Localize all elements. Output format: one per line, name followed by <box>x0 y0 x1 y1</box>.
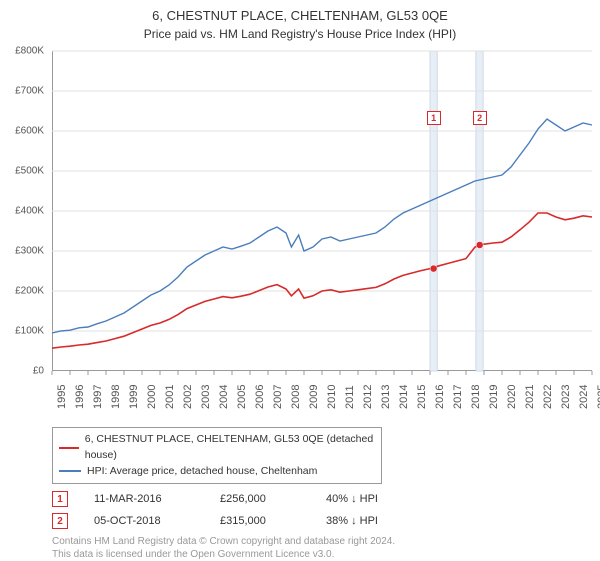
legend-item: 6, CHESTNUT PLACE, CHELTENHAM, GL53 0QE … <box>59 432 375 464</box>
y-tick-label: £700K <box>15 86 44 97</box>
y-tick-label: £500K <box>15 166 44 177</box>
sale-row-badge: 1 <box>52 491 68 507</box>
sale-row: 2 05-OCT-2018 £315,000 38% ↓ HPI <box>52 510 592 532</box>
attribution: Contains HM Land Registry data © Crown c… <box>52 536 592 561</box>
y-tick-label: £800K <box>15 46 44 57</box>
legend-label: 6, CHESTNUT PLACE, CHELTENHAM, GL53 0QE … <box>85 432 375 464</box>
y-tick-label: £100K <box>15 326 44 337</box>
chart-svg <box>52 51 592 371</box>
x-tick-label: 2015 <box>416 385 428 409</box>
x-tick-label: 2007 <box>272 385 284 409</box>
x-tick-label: 2001 <box>164 385 176 409</box>
x-tick-label: 2017 <box>452 385 464 409</box>
x-tick-label: 1998 <box>110 385 122 409</box>
x-tick-label: 2000 <box>146 385 158 409</box>
sale-price: £315,000 <box>220 515 300 527</box>
y-tick-label: £300K <box>15 246 44 257</box>
legend-swatch <box>59 470 81 472</box>
x-tick-label: 2003 <box>200 385 212 409</box>
x-tick-label: 2012 <box>362 385 374 409</box>
x-tick-label: 2005 <box>236 385 248 409</box>
x-tick-label: 2010 <box>326 385 338 409</box>
x-tick-label: 2018 <box>470 385 482 409</box>
legend-item: HPI: Average price, detached house, Chel… <box>59 464 375 480</box>
sale-row: 1 11-MAR-2016 £256,000 40% ↓ HPI <box>52 488 592 510</box>
sale-marker-badge: 2 <box>473 111 487 125</box>
sale-row-badge: 2 <box>52 513 68 529</box>
x-tick-label: 2014 <box>398 385 410 409</box>
y-tick-label: £200K <box>15 286 44 297</box>
sale-marker-dot <box>476 242 483 249</box>
y-tick-label: £400K <box>15 206 44 217</box>
x-tick-label: 2023 <box>560 385 572 409</box>
x-tick-label: 2021 <box>524 385 536 409</box>
x-tick-label: 1997 <box>92 385 104 409</box>
legend-box: 6, CHESTNUT PLACE, CHELTENHAM, GL53 0QE … <box>52 427 382 484</box>
attribution-line-2: This data is licensed under the Open Gov… <box>52 549 592 561</box>
attribution-line-1: Contains HM Land Registry data © Crown c… <box>52 536 592 549</box>
sale-diff: 40% ↓ HPI <box>326 493 416 505</box>
series-hpi <box>52 119 592 333</box>
x-tick-label: 2024 <box>578 385 590 409</box>
x-tick-label: 2019 <box>488 385 500 409</box>
x-tick-label: 2002 <box>182 385 194 409</box>
sale-diff: 38% ↓ HPI <box>326 515 416 527</box>
chart-container: 6, CHESTNUT PLACE, CHELTENHAM, GL53 0QE … <box>0 0 600 560</box>
x-tick-label: 2022 <box>542 385 554 409</box>
x-tick-label: 2016 <box>434 385 446 409</box>
chart-title: 6, CHESTNUT PLACE, CHELTENHAM, GL53 0QE <box>8 8 592 23</box>
y-tick-label: £600K <box>15 126 44 137</box>
x-tick-label: 2011 <box>344 385 356 409</box>
x-tick-label: 2013 <box>380 385 392 409</box>
legend-label: HPI: Average price, detached house, Chel… <box>87 464 317 480</box>
sale-marker-badge: 1 <box>427 111 441 125</box>
legend-swatch <box>59 447 79 449</box>
x-tick-label: 1996 <box>74 385 86 409</box>
sale-marker-dot <box>430 265 437 272</box>
x-tick-label: 1999 <box>128 385 140 409</box>
sale-price: £256,000 <box>220 493 300 505</box>
chart-subtitle: Price paid vs. HM Land Registry's House … <box>8 27 592 41</box>
x-tick-label: 1995 <box>56 385 68 409</box>
x-tick-label: 2025 <box>596 385 600 409</box>
x-tick-label: 2020 <box>506 385 518 409</box>
y-tick-label: £0 <box>33 366 44 377</box>
x-tick-label: 2004 <box>218 385 230 409</box>
sales-table: 1 11-MAR-2016 £256,000 40% ↓ HPI 2 05-OCT-201… <box>52 488 592 532</box>
chart-area: £0£100K£200K£300K£400K£500K£600K£700K£80… <box>8 51 592 421</box>
sale-date: 11-MAR-2016 <box>94 493 194 505</box>
x-tick-label: 2009 <box>308 385 320 409</box>
sale-date: 05-OCT-2018 <box>94 515 194 527</box>
x-tick-label: 2006 <box>254 385 266 409</box>
series-property <box>52 213 592 348</box>
x-tick-label: 2008 <box>290 385 302 409</box>
